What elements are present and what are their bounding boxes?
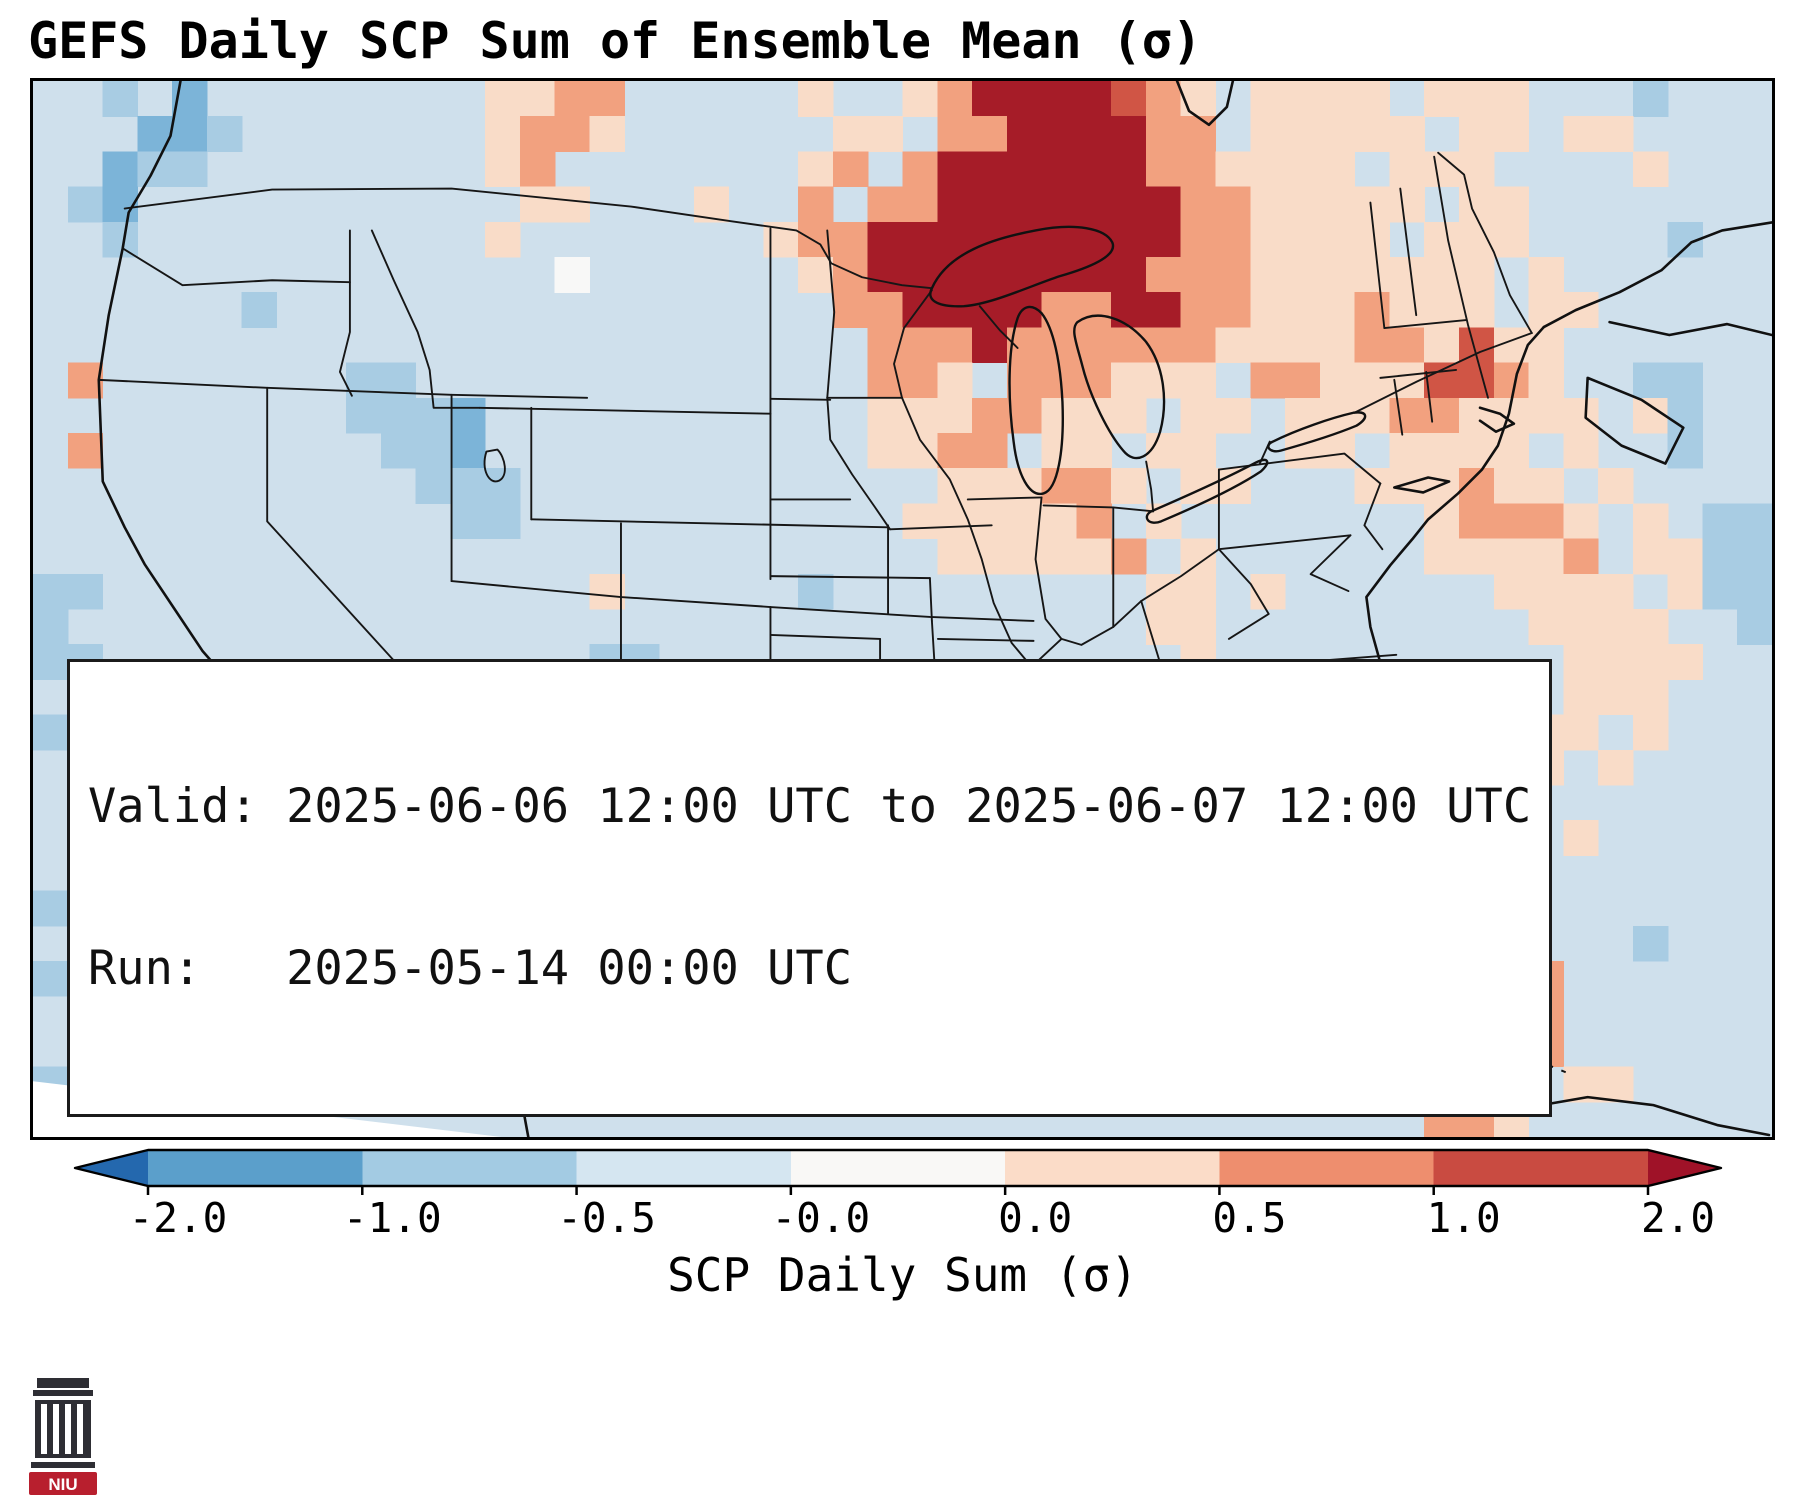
niu-logo-text: NIU <box>48 1475 77 1494</box>
colorbar-tick: -1.0 <box>342 1194 442 1242</box>
page-title: GEFS Daily SCP Sum of Ensemble Mean (σ) <box>28 12 1202 70</box>
colorbar-tick: -0.0 <box>771 1194 871 1242</box>
colorbar-tick: -0.5 <box>557 1194 656 1242</box>
colorbar-tick: 1.0 <box>1426 1194 1501 1242</box>
niu-castle-icon: NIU <box>29 1378 97 1495</box>
colorbar-tick: -2.0 <box>128 1194 228 1242</box>
colorbar <box>73 1148 1723 1195</box>
colorbar-tick: 0.5 <box>1212 1194 1287 1242</box>
colorbar-tick-labels: -2.0 -1.0 -0.5 -0.0 0.0 0.5 1.0 2.0 <box>30 1194 1775 1244</box>
validity-info-box: Valid: 2025-06-06 12:00 UTC to 2025-06-0… <box>67 658 1553 1117</box>
run-time-text: Run: 2025-05-14 00:00 UTC <box>88 940 853 996</box>
map-panel: Valid: 2025-06-06 12:00 UTC to 2025-06-0… <box>30 78 1775 1140</box>
colorbar-axis-label: SCP Daily Sum (σ) <box>667 1248 1138 1302</box>
valid-time-text: Valid: 2025-06-06 12:00 UTC to 2025-06-0… <box>88 778 1532 834</box>
niu-logo: NIU <box>22 1372 104 1498</box>
colorbar-tick: 2.0 <box>1640 1194 1716 1242</box>
colorbar-tick: 0.0 <box>998 1194 1073 1242</box>
